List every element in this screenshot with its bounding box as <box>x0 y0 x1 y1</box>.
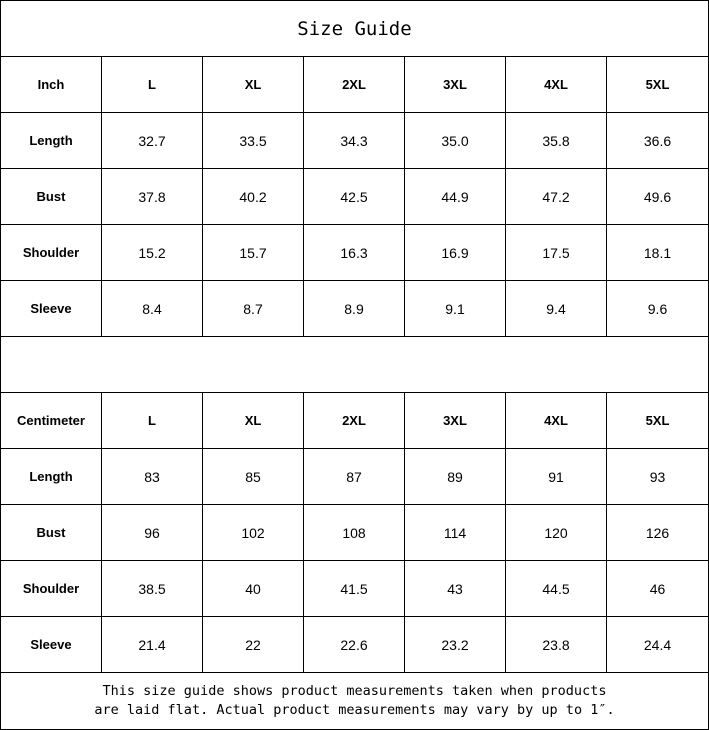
measurement-value: 23.8 <box>505 616 607 673</box>
measurement-value: 37.8 <box>101 168 203 225</box>
measurement-value: 38.5 <box>101 560 203 617</box>
note-line: are laid flat. Actual product measuremen… <box>94 702 615 718</box>
header-row: Inch L XL 2XL 3XL 4XL 5XL <box>0 56 709 113</box>
measurement-value: 18.1 <box>606 224 709 281</box>
size-header: 3XL <box>404 392 506 449</box>
measurement-value: 32.7 <box>101 112 203 169</box>
measurement-value: 35.0 <box>404 112 506 169</box>
note-row: This size guide shows product measuremen… <box>0 672 709 730</box>
measurement-value: 36.6 <box>606 112 709 169</box>
table-row: Sleeve 21.4 22 22.6 23.2 23.8 24.4 <box>0 616 709 673</box>
measurement-value: 47.2 <box>505 168 607 225</box>
size-header: 5XL <box>606 392 709 449</box>
measurement-label: Bust <box>0 504 102 561</box>
size-header: 2XL <box>303 56 405 113</box>
measurement-value: 44.9 <box>404 168 506 225</box>
measurement-value: 22 <box>202 616 304 673</box>
measurement-value: 41.5 <box>303 560 405 617</box>
size-note: This size guide shows product measuremen… <box>0 672 709 730</box>
measurement-value: 23.2 <box>404 616 506 673</box>
measurement-value: 33.5 <box>202 112 304 169</box>
measurement-value: 24.4 <box>606 616 709 673</box>
measurement-value: 9.1 <box>404 280 506 337</box>
measurement-label: Shoulder <box>0 224 102 281</box>
measurement-value: 17.5 <box>505 224 607 281</box>
table-row: Bust 96 102 108 114 120 126 <box>0 504 709 561</box>
measurement-value: 9.4 <box>505 280 607 337</box>
measurement-value: 21.4 <box>101 616 203 673</box>
measurement-value: 89 <box>404 448 506 505</box>
title-row: Size Guide <box>0 0 709 57</box>
page-title: Size Guide <box>0 0 709 57</box>
measurement-value: 114 <box>404 504 506 561</box>
measurement-value: 9.6 <box>606 280 709 337</box>
measurement-value: 126 <box>606 504 709 561</box>
measurement-value: 91 <box>505 448 607 505</box>
measurement-value: 85 <box>202 448 304 505</box>
measurement-value: 42.5 <box>303 168 405 225</box>
measurement-value: 96 <box>101 504 203 561</box>
measurement-value: 40.2 <box>202 168 304 225</box>
measurement-value: 15.2 <box>101 224 203 281</box>
measurement-value: 87 <box>303 448 405 505</box>
measurement-value: 8.7 <box>202 280 304 337</box>
unit-header: Centimeter <box>0 392 102 449</box>
table-row: Shoulder 15.2 15.7 16.3 16.9 17.5 18.1 <box>0 224 709 281</box>
size-header: 5XL <box>606 56 709 113</box>
measurement-value: 34.3 <box>303 112 405 169</box>
measurement-value: 35.8 <box>505 112 607 169</box>
table-row: Sleeve 8.4 8.7 8.9 9.1 9.4 9.6 <box>0 280 709 337</box>
measurement-label: Length <box>0 448 102 505</box>
table-row: Shoulder 38.5 40 41.5 43 44.5 46 <box>0 560 709 617</box>
size-header: 2XL <box>303 392 405 449</box>
table-row: Length 32.7 33.5 34.3 35.0 35.8 36.6 <box>0 112 709 169</box>
size-header: L <box>101 392 203 449</box>
spacer-row <box>0 336 709 393</box>
size-header: 3XL <box>404 56 506 113</box>
unit-header: Inch <box>0 56 102 113</box>
measurement-value: 49.6 <box>606 168 709 225</box>
header-row: Centimeter L XL 2XL 3XL 4XL 5XL <box>0 392 709 449</box>
measurement-value: 120 <box>505 504 607 561</box>
table-row: Bust 37.8 40.2 42.5 44.9 47.2 49.6 <box>0 168 709 225</box>
measurement-value: 15.7 <box>202 224 304 281</box>
measurement-value: 83 <box>101 448 203 505</box>
measurement-value: 102 <box>202 504 304 561</box>
measurement-value: 16.9 <box>404 224 506 281</box>
note-line: This size guide shows product measuremen… <box>102 683 607 699</box>
measurement-value: 8.9 <box>303 280 405 337</box>
empty-cell <box>0 336 709 393</box>
measurement-label: Sleeve <box>0 616 102 673</box>
measurement-value: 43 <box>404 560 506 617</box>
size-header: L <box>101 56 203 113</box>
measurement-value: 93 <box>606 448 709 505</box>
measurement-value: 16.3 <box>303 224 405 281</box>
size-header: 4XL <box>505 392 607 449</box>
table-row: Length 83 85 87 89 91 93 <box>0 448 709 505</box>
measurement-value: 8.4 <box>101 280 203 337</box>
measurement-label: Bust <box>0 168 102 225</box>
size-header: XL <box>202 56 304 113</box>
measurement-value: 46 <box>606 560 709 617</box>
measurement-value: 108 <box>303 504 405 561</box>
measurement-value: 22.6 <box>303 616 405 673</box>
measurement-value: 40 <box>202 560 304 617</box>
measurement-label: Sleeve <box>0 280 102 337</box>
measurement-label: Length <box>0 112 102 169</box>
measurement-label: Shoulder <box>0 560 102 617</box>
size-header: 4XL <box>505 56 607 113</box>
measurement-value: 44.5 <box>505 560 607 617</box>
size-header: XL <box>202 392 304 449</box>
